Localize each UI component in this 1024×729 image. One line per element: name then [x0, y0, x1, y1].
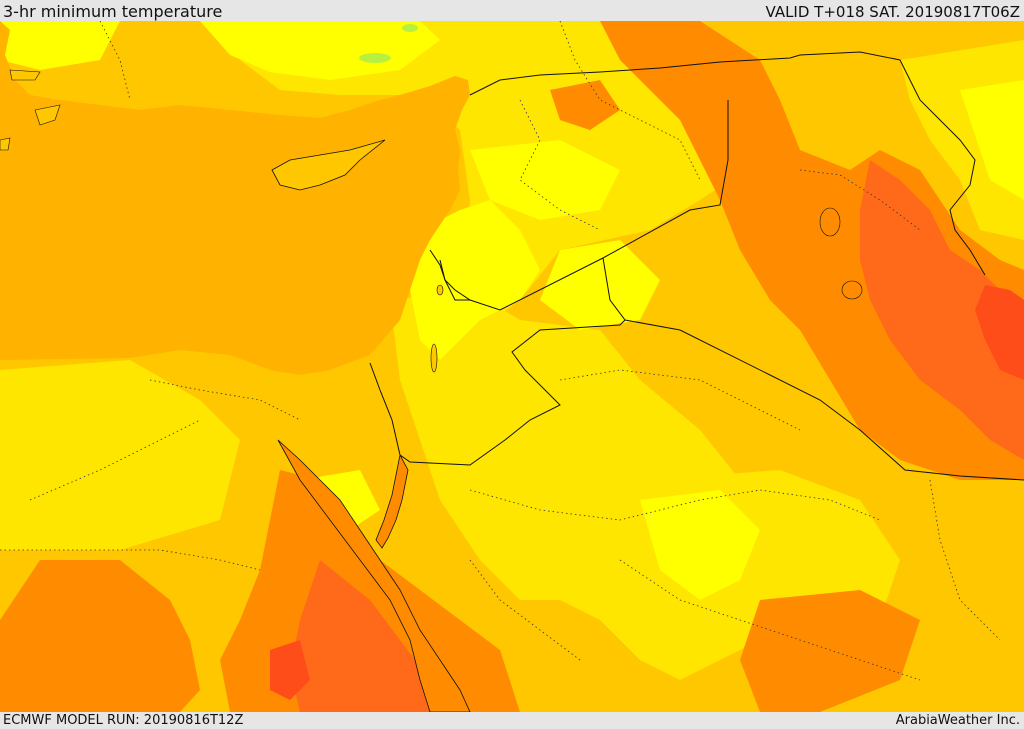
valid-time: VALID T+018 SAT. 20190817T06Z	[765, 3, 1020, 21]
red-orange-core	[270, 285, 1024, 700]
lakes	[819, 207, 863, 300]
inland-seas	[430, 284, 444, 373]
country-borders	[369, 51, 1024, 481]
temperature-map	[0, 21, 1024, 712]
green-patches	[359, 24, 418, 63]
map-footer: ECMWF MODEL RUN: 20190816T12Z ArabiaWeat…	[0, 712, 1024, 729]
map-title: 3-hr minimum temperature	[3, 2, 223, 21]
deep-orange-regions	[290, 160, 1024, 712]
mediterranean-sea	[0, 21, 470, 375]
credit-text: ArabiaWeather Inc.	[895, 713, 1020, 728]
map-header: 3-hr minimum temperature VALID T+018 SAT…	[0, 0, 1024, 21]
red-sea	[277, 439, 471, 712]
gulf-of-aqaba	[375, 453, 409, 549]
model-run: ECMWF MODEL RUN: 20190816T12Z	[3, 713, 244, 728]
province-boundaries	[0, 21, 1001, 681]
aegean-islands	[0, 69, 61, 151]
cyprus	[271, 139, 386, 191]
